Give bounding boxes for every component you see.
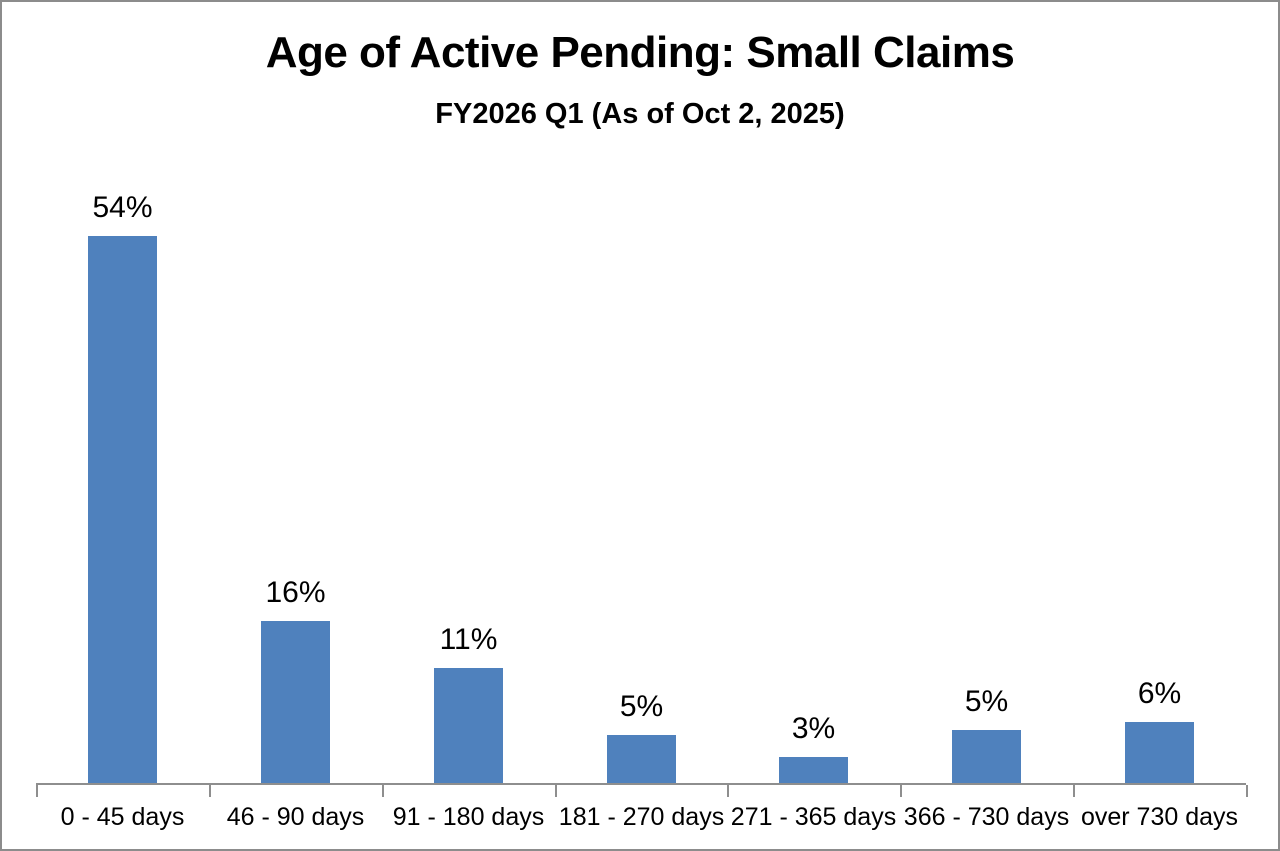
bar-value-label: 5%: [619, 690, 664, 723]
bar-value-label: 54%: [92, 191, 153, 224]
x-axis-tick: [36, 785, 38, 797]
bar: [607, 735, 676, 783]
bar: [88, 236, 157, 783]
chart-subtitle: FY2026 Q1 (As of Oct 2, 2025): [435, 98, 845, 130]
x-axis-tick: [382, 785, 384, 797]
x-axis-category-label: 366 - 730 days: [903, 803, 1070, 831]
bar-value-label: 16%: [265, 576, 326, 609]
bar-value-label: 5%: [964, 685, 1009, 718]
chart-title: Age of Active Pending: Small Claims: [265, 28, 1015, 77]
x-axis-line: [36, 783, 1246, 785]
x-axis-tick: [1246, 785, 1248, 797]
x-axis-tick: [727, 785, 729, 797]
bar: [434, 668, 503, 783]
x-axis-tick: [555, 785, 557, 797]
x-axis-category-label: 181 - 270 days: [558, 803, 725, 831]
bar-value-label: 11%: [439, 623, 498, 656]
x-axis-category-label: over 730 days: [1080, 803, 1239, 831]
bar-value-label: 3%: [791, 712, 836, 745]
x-axis-tick: [209, 785, 211, 797]
bar: [1125, 722, 1194, 783]
bar-value-label: 6%: [1137, 677, 1182, 710]
bar: [779, 757, 848, 783]
bar: [261, 621, 330, 783]
x-axis-category-label: 91 - 180 days: [392, 803, 545, 831]
x-axis-tick: [900, 785, 902, 797]
x-axis-category-label: 271 - 365 days: [730, 803, 897, 831]
x-axis-category-label: 46 - 90 days: [226, 803, 365, 831]
bar: [952, 730, 1021, 783]
x-axis-tick: [1073, 785, 1075, 797]
x-axis-category-label: 0 - 45 days: [60, 803, 185, 831]
